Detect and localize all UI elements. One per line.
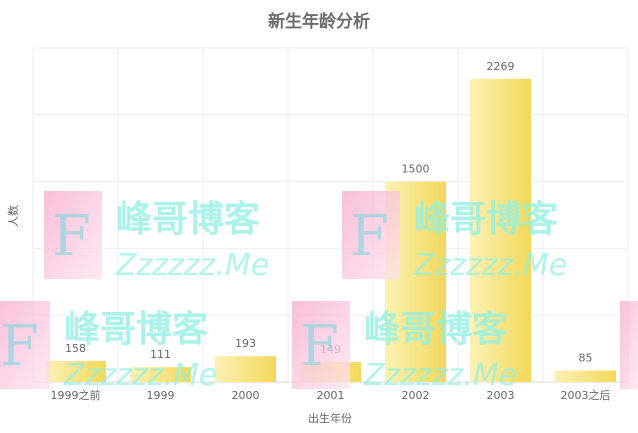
x-tick-label: 2003 (487, 389, 515, 402)
data-labels: 1581111931491500226985 (65, 60, 593, 365)
watermark-logo-letter: F (52, 204, 91, 269)
data-label: 158 (65, 342, 86, 355)
watermark-group: F 峰哥博客 Zzzzzz.Me (342, 191, 567, 283)
watermark-domain: Zzzzzz.Me (115, 248, 269, 283)
data-label: 111 (150, 348, 171, 361)
x-tick-label: 2000 (232, 389, 260, 402)
bar (130, 367, 191, 382)
watermark-logo-letter: F (350, 204, 389, 269)
watermark-brand: 峰哥博客 (364, 309, 508, 350)
bar (215, 356, 276, 382)
x-axis-title: 出生年份 (308, 411, 352, 425)
watermark-logo-icon (292, 301, 350, 389)
watermark-logo-letter: F (0, 314, 39, 379)
watermark-brand: 峰哥博客 (64, 309, 208, 350)
x-tick-label: 1999 (147, 389, 175, 402)
data-label: 1500 (402, 163, 430, 176)
bar (555, 370, 616, 382)
x-tick-label: 2002 (402, 389, 430, 402)
x-ticks: 1999之前 1999 2000 2001 2002 2003 2003之后 (51, 388, 611, 402)
chart-title: 新生年龄分析 (268, 11, 370, 32)
watermark-brand: 峰哥博客 (116, 199, 260, 240)
x-tick-label: 2001 (317, 389, 345, 402)
watermark-logo-icon (342, 191, 400, 279)
watermark-group: F 峰哥博客 Zzzzzz.Me (44, 191, 269, 283)
data-label: 85 (579, 352, 593, 365)
y-axis-title: 人数 (7, 205, 20, 227)
x-tick-label: 1999之前 (51, 388, 101, 402)
watermark-domain: Zzzzzz.Me (363, 358, 517, 393)
watermark-group: F 峰哥博客 Zzzzzz.Me (0, 301, 217, 393)
watermark-brand: 峰哥博客 (414, 199, 558, 240)
watermark-logo-icon (44, 191, 102, 279)
watermark-logo-icon (0, 301, 50, 389)
data-label: 193 (235, 337, 256, 350)
bar (45, 360, 106, 382)
watermark-domain: Zzzzzz.Me (63, 358, 217, 393)
data-label: 2269 (487, 60, 515, 73)
bar (470, 78, 531, 382)
x-tick-label: 2003之后 (561, 388, 611, 402)
watermark: F 峰哥博客 Zzzzzz.Me F 峰哥博客 Zzzzzz.Me F 峰哥博客 Zzzzzz.… (0, 191, 638, 393)
watermark-logo-icon (620, 301, 638, 389)
watermark-domain: Zzzzzz.Me (413, 248, 567, 283)
watermark-logo-letter: F (300, 314, 339, 379)
watermark-group: F 峰哥博客 Zzzzzz.Me (292, 301, 517, 393)
